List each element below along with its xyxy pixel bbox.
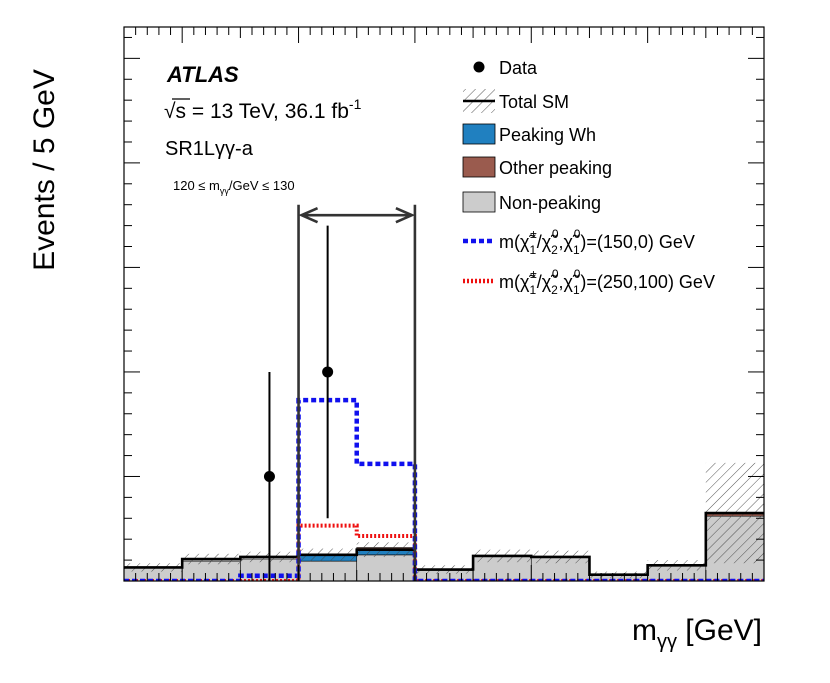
energy-label-main: √s = 13 TeV, 36.1 fb [164,100,349,123]
energy-label-sup: -1 [349,96,362,112]
region-label: SR1Lγγ-a [165,138,254,160]
window-label-rest: /GeV ≤ 130 [229,178,295,193]
legend-label-6-sub2: 2 [551,283,558,297]
legend-label-6-sup3: 0 [574,267,581,281]
window-arrow-left-head [298,206,319,224]
legend-label-3: Other peaking [499,158,612,178]
legend-label-5: m(χ̃1±/χ̃20,χ̃10)=(150,0) GeV [499,227,695,257]
atlas-label: ATLAS [166,62,239,87]
legend-label-5-sub3: 1 [573,243,580,257]
legend: Data Total SM Peaking Wh Other peaking Non-p… [462,58,715,297]
legend-label-5-sub1: 1 [529,243,536,257]
bar-nonpeak-bin-3 [298,560,358,581]
x-axis-label-sub: γγ [657,631,677,653]
legend-label-5-rest: )=(150,0) GeV [580,232,695,252]
legend-label-5-sub2: 2 [551,243,558,257]
legend-label-5-sup3: 0 [574,227,581,241]
legend-data-marker [473,61,485,73]
legend-label-4: Non-peaking [499,193,601,213]
legend-nonpeak-box [462,191,496,213]
y-axis-label: Events / 5 GeV [28,69,61,271]
signal-150-0-line [124,397,764,581]
legend-wh-box [462,123,496,145]
legend-label-5-sup1: ± [530,227,537,241]
window-arrow-right-head [395,206,416,224]
legend-label-0: Data [499,58,538,78]
x-axis-label: mγγ [GeV] [632,614,762,653]
window-label-main: 120 ≤ m [173,178,220,193]
legend-label-5-label: m(χ̃ [499,232,536,252]
x-axis-label-unit: [GeV] [677,614,762,647]
legend-other-box [462,156,496,178]
legend-label-6-sub3: 1 [573,283,580,297]
energy-label: √s = 13 TeV, 36.1 fb-1 [164,96,362,123]
legend-label-2: Peaking Wh [499,125,596,145]
legend-label-6-rest: )=(250,100) GeV [580,272,715,292]
plot-frame [123,26,765,582]
window-label-sub: γγ [220,186,230,196]
legend-label-6-sub1: 1 [529,283,536,297]
window-label: 120 ≤ mγγ/GeV ≤ 130 [173,178,295,196]
legend-label-6-label: m(χ̃ [499,272,536,292]
data-point-1 [322,366,334,378]
legend-label-5-sup2: 0 [552,227,559,241]
legend-label-6: m(χ̃1±/χ̃20,χ̃10)=(250,100) GeV [499,267,715,297]
legend-label-6-sup2: 0 [552,267,559,281]
legend-label-6-sup1: ± [530,267,537,281]
x-axis-label-main: m [632,614,657,647]
bar-nonpeak-bin-4 [356,554,416,581]
legend-label-1: Total SM [499,92,569,112]
data-point-0 [263,470,275,482]
